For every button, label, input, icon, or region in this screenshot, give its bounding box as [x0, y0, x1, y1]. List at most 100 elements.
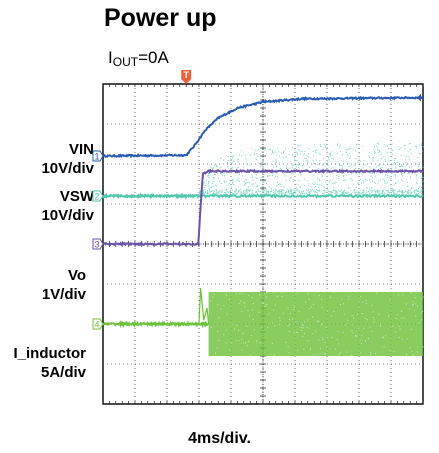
vsw-switching-dot — [342, 179, 344, 181]
vsw-switching-dot — [329, 191, 331, 193]
vsw-switching-dot — [285, 167, 287, 169]
vsw-switching-dot — [400, 165, 401, 167]
vsw-switching-dot — [351, 180, 353, 181]
vsw-switching-dot — [355, 186, 357, 188]
vsw-switching-dot — [297, 191, 299, 192]
vsw-switching-dot — [372, 156, 374, 158]
vsw-switching-dot — [271, 188, 273, 189]
vsw-switching-dot — [311, 190, 312, 192]
vsw-switching-dot — [388, 177, 390, 179]
vsw-switching-dot — [345, 151, 347, 153]
vsw-switching-dot — [377, 164, 379, 166]
vsw-switching-dot — [307, 190, 309, 192]
vsw-switching-dot — [341, 165, 343, 167]
il-trace — [102, 319, 210, 329]
vsw-switching-dot — [318, 189, 320, 191]
vsw-switching-dot — [381, 167, 383, 169]
vsw-switching-dot — [416, 145, 417, 147]
vsw-switching-dot — [215, 185, 217, 187]
vsw-switching-dot — [214, 191, 216, 193]
vsw-switching-dot — [307, 155, 309, 157]
vsw-switching-dot — [409, 149, 411, 151]
vsw-switching-dot — [262, 177, 264, 178]
vsw-switching-dot — [257, 193, 259, 195]
vsw-switching-dot — [415, 145, 417, 147]
vsw-switching-dot — [261, 189, 263, 191]
vsw-switching-dot — [273, 191, 275, 193]
vsw-switching-dot — [213, 167, 214, 169]
vsw-switching-dot — [395, 175, 397, 177]
vsw-switching-dot — [239, 173, 240, 175]
vsw-switching-dot — [375, 192, 377, 194]
vsw-switching-dot — [259, 166, 261, 168]
vsw-switching-dot — [233, 190, 235, 192]
vsw-switching-dot — [204, 193, 206, 195]
vsw-switching-dot — [384, 187, 386, 189]
vsw-switching-dot — [220, 172, 222, 174]
vsw-switching-dot — [357, 162, 359, 164]
vsw-switching-dot — [417, 166, 419, 167]
vsw-switching-dot — [405, 162, 407, 164]
vsw-switching-dot — [390, 151, 392, 153]
vsw-switching-dot — [292, 154, 294, 156]
vsw-switching-dot — [277, 190, 279, 192]
vsw-switching-dot — [206, 179, 208, 181]
vsw-switching-dot — [376, 190, 378, 192]
vsw-switching-dot — [272, 152, 274, 154]
vsw-switching-dot — [414, 193, 416, 195]
vsw-switching-dot — [297, 164, 299, 166]
vsw-switching-dot — [278, 184, 280, 185]
vsw-switching-dot — [363, 189, 365, 191]
vsw-switching-dot — [216, 190, 218, 192]
vsw-switching-dot — [238, 189, 240, 191]
vsw-switching-dot — [341, 160, 343, 162]
vsw-switching-dot — [362, 190, 364, 191]
vsw-switching-dot — [235, 190, 237, 192]
vsw-switching-dot — [376, 142, 378, 144]
vsw-switching-dot — [369, 169, 371, 171]
vsw-switching-dot — [314, 163, 316, 165]
vsw-switching-dot — [365, 164, 367, 165]
vsw-switching-dot — [421, 193, 423, 195]
vsw-switching-dot — [281, 193, 283, 195]
vsw-switching-dot — [409, 191, 411, 193]
vsw-switching-dot — [245, 154, 247, 156]
vsw-switching-dot — [390, 189, 392, 191]
vsw-switching-dot — [241, 175, 243, 177]
vsw-switching-dot — [256, 159, 257, 161]
vsw-switching-dot — [401, 179, 403, 181]
vsw-switching-dot — [292, 172, 294, 174]
vsw-switching-dot — [359, 189, 361, 191]
vsw-switching-dot — [382, 178, 384, 180]
vsw-switching-dot — [261, 194, 263, 195]
vsw-switching-dot — [324, 146, 326, 148]
vsw-switching-dot — [288, 193, 290, 195]
vsw-switching-dot — [277, 182, 279, 183]
vsw-switching-dot — [275, 192, 277, 194]
vsw-switching-dot — [402, 190, 404, 192]
vsw-switching-dot — [285, 165, 287, 167]
vsw-switching-dot — [331, 191, 333, 193]
vsw-switching-dot — [223, 173, 225, 175]
vsw-switching-dot — [313, 144, 315, 146]
vsw-switching-dot — [417, 157, 419, 158]
vsw-switching-dot — [257, 162, 259, 164]
vsw-switching-dot — [382, 190, 383, 192]
vsw-switching-dot — [279, 183, 281, 185]
vsw-switching-dot — [402, 180, 404, 182]
vsw-switching-dot — [267, 191, 269, 193]
vsw-switching-dot — [312, 159, 314, 161]
vsw-switching-dot — [209, 189, 211, 191]
vsw-switching-dot — [346, 161, 348, 163]
vsw-switching-dot — [284, 148, 286, 150]
vsw-switching-dot — [336, 192, 338, 194]
vsw-switching-dot — [379, 163, 381, 165]
vsw-switching-dot — [411, 166, 412, 168]
vsw-switching-dot — [263, 148, 265, 149]
vsw-switching-dot — [354, 189, 356, 191]
vsw-switching-dot — [205, 183, 207, 185]
vsw-switching-dot — [378, 190, 380, 192]
vsw-switching-dot — [280, 193, 282, 195]
vsw-switching-dot — [362, 167, 364, 169]
vsw-switching-dot — [199, 192, 201, 194]
